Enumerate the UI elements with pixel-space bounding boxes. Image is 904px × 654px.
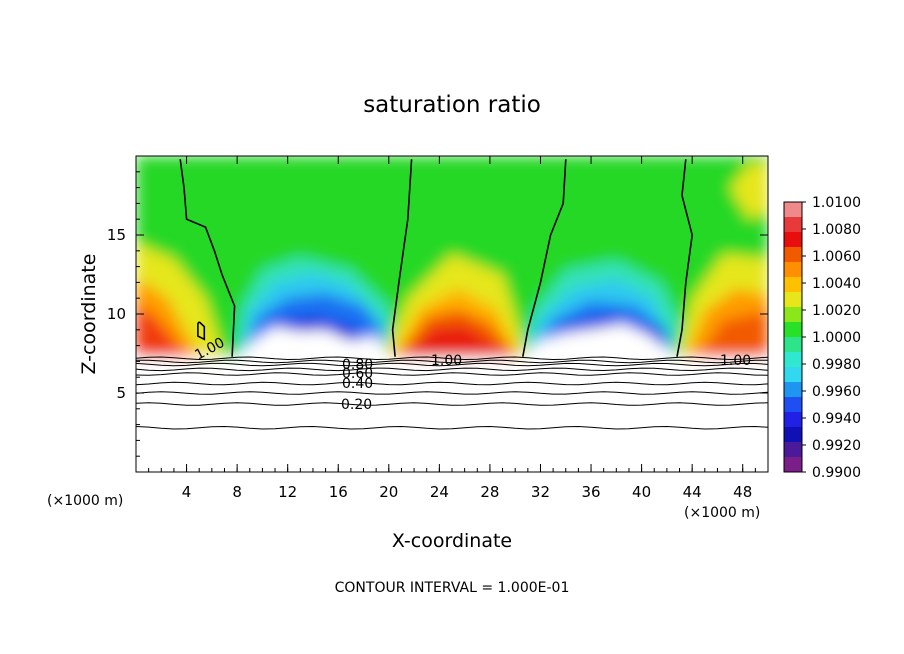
x-tick-label: 44: [683, 483, 702, 501]
x-tick-label: 32: [531, 483, 550, 501]
contour-100-c: [522, 159, 567, 357]
contour-layer-0: [136, 356, 768, 361]
y-tick-label: 5: [116, 384, 126, 402]
colorbar-band: [784, 232, 802, 248]
contour-label-3: 1.00: [720, 353, 751, 369]
x-tick-label: 16: [329, 483, 348, 501]
colorbar: [783, 201, 803, 473]
y-tick-label: 15: [107, 226, 126, 244]
x-tick-label: 8: [232, 483, 242, 501]
contour-layer-7: [136, 402, 768, 406]
x-tick-label: 40: [632, 483, 651, 501]
colorbar-band: [784, 337, 802, 353]
y-tick-label: 10: [107, 305, 126, 323]
contour-100-b: [391, 159, 413, 357]
contour-layer-2: [136, 362, 768, 367]
y-axis-label: Z-coordinate: [78, 254, 100, 375]
x-tick-label: 12: [278, 483, 297, 501]
warm-plume-2: [136, 301, 187, 357]
contour-label-2: 1.00: [431, 353, 462, 369]
x-tick-label: 48: [733, 483, 752, 501]
colorbar-band: [784, 457, 802, 473]
contour-100-a: [179, 159, 236, 357]
y-axis-ticks: 5 10 15: [107, 171, 768, 457]
contour-100-loop: [197, 321, 206, 341]
contour-layer-6: [136, 391, 768, 395]
colorbar-band: [784, 217, 802, 233]
colorbar-band: [784, 292, 802, 308]
colorbar-band: [784, 247, 802, 263]
contour-lines: [136, 159, 768, 430]
z-unit-label: (×1000 m): [47, 493, 123, 509]
x-unit-label: (×1000 m): [684, 505, 760, 521]
contour-layer-4: [136, 372, 768, 376]
colorbar-band: [784, 322, 802, 338]
colorbar-level-label: 1.0080: [812, 222, 861, 238]
subsaturated-region: [136, 323, 768, 472]
colorbar-band: [784, 412, 802, 428]
contour-interval-text: CONTOUR INTERVAL = 1.000E-01: [335, 580, 570, 596]
colorbar-level-label: 0.9980: [812, 357, 861, 373]
colorbar-labels: 1.0100 1.0080 1.0060 1.0040 1.0020 1.0000 0.99…: [802, 195, 861, 481]
saturation-field: [136, 156, 768, 472]
contour-label-080: 0.80: [342, 357, 373, 373]
colorbar-band: [784, 202, 802, 218]
colorbar-level-label: 0.9940: [812, 411, 861, 427]
contour-100-d: [676, 159, 694, 357]
x-tick-label: 4: [182, 483, 192, 501]
colorbar-level-label: 0.9900: [812, 465, 861, 481]
colorbar-level-label: 1.0100: [812, 195, 861, 211]
contour-label-040: 0.40: [342, 376, 373, 392]
colorbar-band: [784, 397, 802, 413]
colorbar-band: [784, 442, 802, 458]
contour-label-060: 0.60: [342, 366, 373, 382]
colorbar-level-label: 1.0000: [812, 330, 861, 346]
chart-title: saturation ratio: [363, 92, 541, 118]
colorbar-band: [784, 382, 802, 398]
contour-layer-1: [136, 359, 768, 364]
contour-layer-5: [136, 381, 768, 386]
colorbar-band: [784, 352, 802, 368]
colorbar-band: [784, 307, 802, 323]
x-tick-label: 24: [430, 483, 449, 501]
colorbar-band: [784, 427, 802, 443]
x-axis-label: X-coordinate: [392, 530, 512, 552]
x-axis-ticks: 4 8 12 16 20 24 28 32 36 40 44 48: [148, 156, 756, 501]
contour-label-020: 0.20: [341, 397, 372, 413]
colorbar-level-label: 0.9960: [812, 384, 861, 400]
warm-plume-10: [730, 163, 768, 220]
colorbar-level-label: 1.0020: [812, 303, 861, 319]
colorbar-band: [784, 262, 802, 278]
colorbar-level-label: 1.0060: [812, 249, 861, 265]
colorbar-level-label: 1.0040: [812, 276, 861, 292]
x-tick-label: 28: [480, 483, 499, 501]
warm-plume-9: [698, 310, 768, 357]
warm-plume-6: [404, 325, 509, 357]
contour-layer-8: [136, 425, 768, 430]
contour-layer-3: [136, 367, 768, 372]
x-tick-label: 20: [379, 483, 398, 501]
colorbar-level-label: 0.9920: [812, 438, 861, 454]
x-tick-label: 36: [581, 483, 600, 501]
colorbar-band: [784, 367, 802, 383]
colorbar-band: [784, 277, 802, 293]
